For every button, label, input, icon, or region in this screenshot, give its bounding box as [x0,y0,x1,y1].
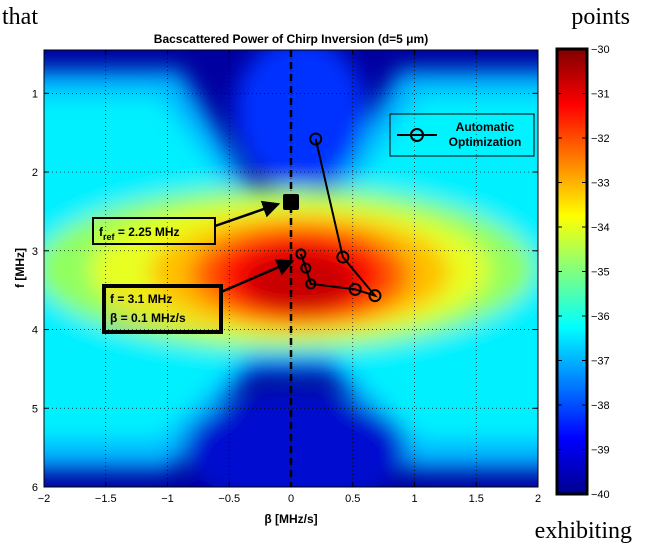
annotation-fref: fref = 2.25 MHz [92,200,281,245]
y-tick-label: 3 [32,246,38,258]
y-tick-label: 4 [32,325,38,337]
x-tick-label: −0.5 [218,493,240,505]
x-tick-label: 1.5 [469,493,484,505]
annotation-optimum-line2: β = 0.1 MHz/s [110,311,186,325]
legend-label-line1: Automatic [456,120,515,134]
series-point [300,262,312,274]
legend-marker-sample [410,128,424,142]
x-tick-label: 1 [411,493,417,505]
colorbar-tick-label: −31 [591,89,610,101]
annotation-fref-text: fref = 2.25 MHz [99,225,180,242]
annotation-fref-box [92,217,216,245]
x-tick-label: −1.5 [95,493,117,505]
colorbar-tick-label: −33 [591,178,610,190]
annotation-optimum-arrow [220,259,295,294]
series-point [348,282,362,296]
y-tick-label: 5 [32,403,38,415]
x-axis-label: β [MHz/s] [264,512,317,526]
colorbar-tick-label: −38 [591,400,610,412]
optimization-series [295,132,382,303]
annotation-fref-arrow [214,200,281,228]
colorbar-tick-label: −39 [591,445,610,457]
series-point [336,250,350,264]
colorbar-tick-label: −30 [591,44,610,56]
colorbar-tick-label: −32 [591,133,610,145]
colorbar-tick-label: −34 [591,222,610,234]
x-tick-label: 0 [288,493,294,505]
chart-title: Bacscattered Power of Chirp Inversion (d… [154,32,428,46]
y-tick-label: 2 [32,167,38,179]
y-axis-label: f [MHz] [13,248,27,288]
colorbar-tick-label: −37 [591,356,610,368]
legend-label-line2: Optimization [449,135,522,149]
legend: Automatic Optimization [389,113,535,157]
x-axis-ticks: −2 −1.5 −1 −0.5 0 0.5 1 1.5 2 [38,50,541,505]
series-point [295,248,307,260]
annotation-optimum-box [102,284,223,334]
x-tick-label: 2 [535,493,541,505]
colorbar-ticks: −30 −31 −32 −33 −34 −35 −36 −37 −38 −39 −40 [557,44,610,501]
colorbar-tick-label: −36 [591,311,610,323]
page-word-exhibiting: exhibiting [534,518,632,544]
series-point [309,132,323,146]
page-word-points: points [571,4,630,30]
series-line [299,138,378,298]
y-axis-ticks: 1 2 3 4 5 6 [32,88,538,494]
y-tick-label: 6 [32,482,38,494]
reference-point-marker [283,193,299,210]
x-tick-label: 0.5 [345,493,360,505]
colorbar-tick-label: −40 [591,489,610,501]
x-tick-label: −1 [161,493,174,505]
series-point [368,289,382,303]
series-point [305,278,317,290]
colorbar-tick-label: −35 [591,267,610,279]
page-word-that: that [2,4,38,30]
annotation-optimum-line1: f = 3.1 MHz [110,292,172,306]
annotation-optimum: f = 3.1 MHz β = 0.1 MHz/s [102,259,295,334]
y-tick-label: 1 [32,88,38,100]
x-tick-label: −2 [38,493,51,505]
